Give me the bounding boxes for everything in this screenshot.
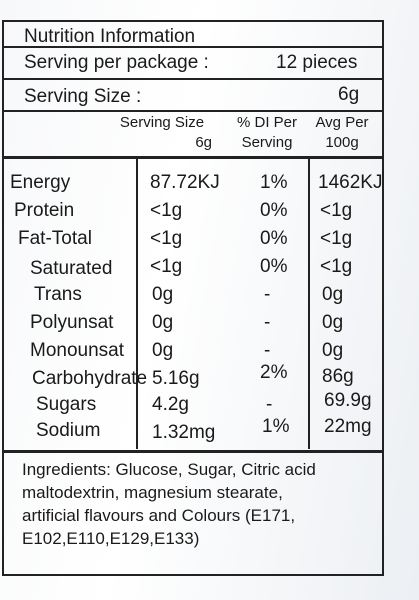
row-avg: 1462KJ	[318, 172, 383, 193]
row-name: Sugars	[36, 394, 97, 415]
divider	[4, 110, 382, 112]
row-name: Monounsat	[30, 340, 125, 361]
row-serving: 0g	[152, 284, 174, 305]
ingredients-line: maltodextrin, magnesium stearate,	[22, 483, 283, 502]
label-title: Nutrition Information	[24, 26, 196, 47]
row-di: 0%	[260, 228, 288, 249]
row-di: 0%	[260, 256, 288, 277]
row-name: Protein	[14, 200, 75, 221]
row-name: Carbohydrate	[32, 368, 148, 389]
table-bottom-divider	[4, 450, 382, 453]
row-serving: <1g	[150, 200, 183, 221]
row-avg: <1g	[320, 256, 353, 277]
ingredients-line: E102,E110,E129,E133)	[22, 529, 200, 548]
col-di-header-line1: % DI Per	[236, 114, 297, 131]
row-di: 1%	[262, 416, 290, 437]
row-serving: 87.72KJ	[150, 172, 220, 193]
ingredients-block: Ingredients: Glucose, Sugar, Citric acid…	[22, 458, 382, 550]
row-di: -	[264, 340, 271, 361]
row-serving: 4.2g	[152, 394, 189, 415]
row-avg: <1g	[320, 200, 353, 221]
row-di: 2%	[260, 362, 288, 383]
row-avg: 86g	[322, 366, 354, 387]
row-serving: 5.16g	[152, 368, 200, 389]
row-avg: 69.9g	[324, 390, 372, 411]
row-name: Saturated	[30, 258, 113, 279]
nutrition-label: Nutrition Information Serving per packag…	[2, 20, 384, 576]
col-avg-header-line2: 100g	[325, 134, 359, 151]
column-separator	[136, 157, 138, 449]
row-avg: 0g	[322, 312, 344, 333]
table-header-divider	[4, 156, 382, 159]
row-avg: 22mg	[324, 416, 372, 437]
divider	[4, 46, 382, 48]
row-serving: 1.32mg	[152, 422, 216, 443]
column-separator	[308, 157, 310, 449]
row-serving: <1g	[150, 228, 183, 249]
col-avg-header-line1: Avg Per	[315, 114, 369, 131]
row-name: Fat-Total	[18, 228, 92, 249]
row-serving: 0g	[152, 312, 174, 333]
row-name: Trans	[34, 284, 82, 305]
row-avg: 0g	[322, 284, 344, 305]
col-serving-header-line2: 6g	[195, 134, 212, 151]
row-di: -	[264, 312, 271, 333]
row-serving: <1g	[150, 256, 183, 277]
serving-per-package-label: Serving per package :	[24, 52, 209, 73]
serving-size-value: 6g	[338, 84, 360, 105]
row-avg: <1g	[320, 228, 353, 249]
divider	[4, 78, 382, 80]
row-name: Energy	[10, 172, 71, 193]
row-name: Sodium	[36, 420, 101, 441]
row-di: 1%	[260, 172, 288, 193]
row-di: -	[266, 394, 273, 415]
serving-per-package-value: 12 pieces	[276, 52, 358, 73]
col-serving-header-line1: Serving Size	[119, 114, 205, 131]
serving-size-label: Serving Size :	[24, 86, 142, 107]
row-avg: 0g	[322, 340, 344, 361]
row-di: -	[264, 284, 271, 305]
row-di: 0%	[260, 200, 288, 221]
row-serving: 0g	[152, 340, 174, 361]
ingredients-line: Ingredients: Glucose, Sugar, Citric acid	[22, 460, 316, 479]
col-di-header-line2: Serving	[241, 134, 293, 151]
row-name: Polyunsat	[30, 312, 114, 333]
ingredients-line: artificial flavours and Colours (E171,	[22, 506, 296, 525]
